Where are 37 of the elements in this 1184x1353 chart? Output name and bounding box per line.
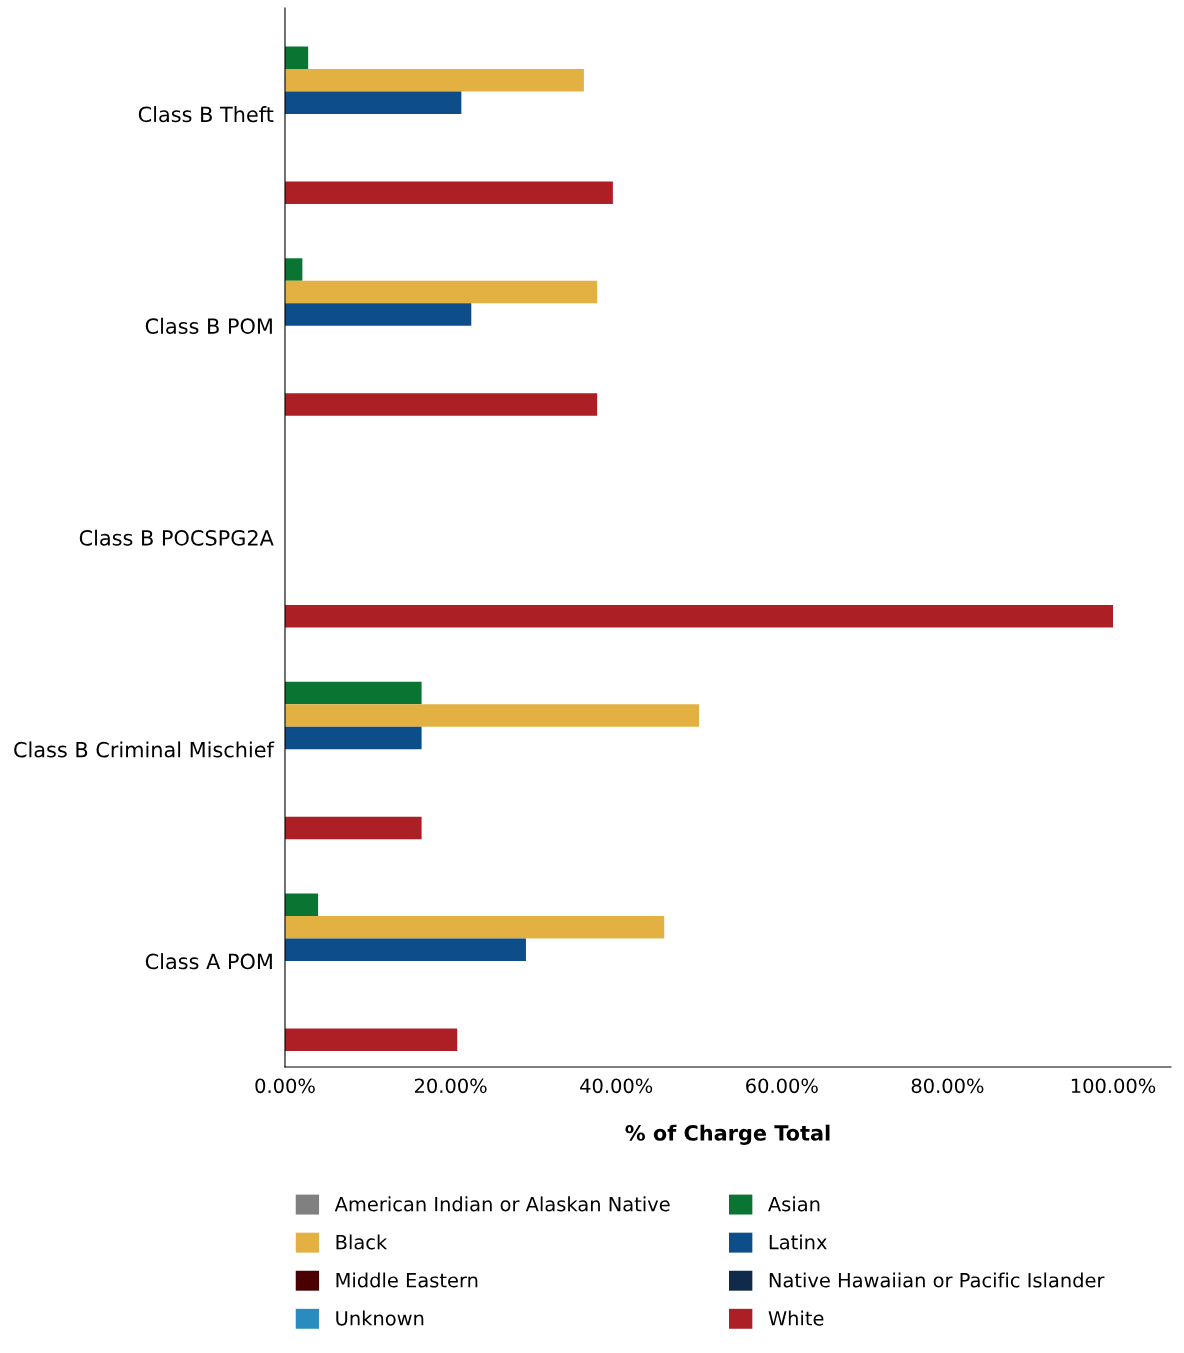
bar — [284, 303, 472, 326]
y-tick-label: Class A POM — [145, 953, 272, 970]
legend-label: American Indian or Alaskan Native — [334, 1196, 670, 1212]
bar — [284, 893, 319, 917]
bar — [284, 46, 309, 69]
bar — [284, 726, 422, 750]
bar — [284, 916, 665, 939]
y-tick-label: Class B POM — [145, 317, 272, 334]
bar — [284, 816, 422, 840]
x-tick-label: 80.00% — [911, 1078, 984, 1094]
x-tick-label: 20.00% — [414, 1078, 487, 1094]
bar — [284, 681, 422, 705]
legend-label: Black — [336, 1234, 388, 1250]
bar — [284, 605, 1114, 628]
bar — [284, 181, 613, 205]
legend-label: Asian — [768, 1196, 820, 1212]
bar — [284, 704, 699, 727]
y-tick-label: Class B Criminal Mischief — [14, 741, 275, 758]
bar — [284, 1028, 458, 1052]
legend-label: Native Hawaiian or Pacific Islander — [769, 1272, 1105, 1288]
bar — [284, 280, 598, 304]
legend-label: Latinx — [769, 1234, 827, 1250]
bar — [284, 938, 526, 962]
x-tick-label: 0.00% — [255, 1078, 315, 1094]
bar — [284, 393, 598, 416]
bar — [284, 91, 462, 114]
y-tick-label: Class B Theft — [138, 106, 274, 123]
legend-label: White — [768, 1310, 824, 1326]
bar — [284, 69, 584, 92]
x-tick-label: 60.00% — [746, 1078, 818, 1094]
legend-label: Middle Eastern — [336, 1272, 478, 1288]
y-tick-label: Class B POCSPG2A — [79, 529, 274, 546]
x-tick-label: 100.00% — [1071, 1078, 1156, 1094]
legend-label: Unknown — [336, 1310, 424, 1326]
bar — [284, 258, 303, 281]
x-tick-label: 40.00% — [580, 1078, 653, 1094]
x-axis-title: % of Charge Total — [625, 1124, 830, 1146]
